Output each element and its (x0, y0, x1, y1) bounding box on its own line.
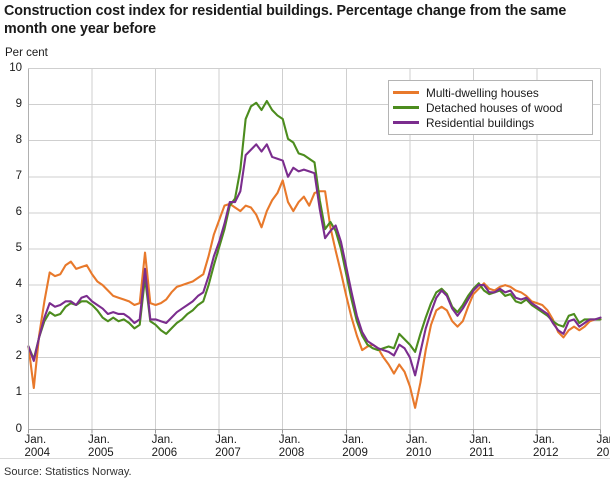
x-tick-year: 2004 (24, 446, 51, 459)
chart-title: Construction cost index for residential … (4, 3, 567, 37)
x-tick-month: Jan. (88, 434, 110, 446)
x-axis-tick-label: Jan. 2006 (152, 434, 178, 459)
y-axis-tick-label: 5 (15, 242, 22, 254)
x-tick-year: 2008 (278, 446, 305, 459)
series-lines (27, 99, 602, 409)
legend-item[interactable]: Detached houses of wood (393, 100, 587, 115)
y-axis-tick-label: 10 (9, 61, 22, 74)
x-axis-tick-label: Jan. 2012 (533, 434, 559, 459)
x-tick-year: 2006 (151, 446, 178, 459)
x-axis-tick-label: Jan. 2011 (469, 434, 494, 459)
y-axis-tick-label: 1 (15, 386, 22, 399)
x-tick-month: Jan. (596, 434, 610, 446)
y-axis-tick-label: 9 (15, 97, 22, 110)
x-tick-month: Jan. (278, 434, 301, 446)
legend-item-label: Multi-dwelling houses (426, 85, 539, 100)
y-axis-tick-label: 0 (15, 422, 22, 435)
x-tick-month: Jan. (469, 434, 492, 446)
y-axis-tick-label: 3 (15, 314, 22, 327)
x-tick-month: Jan. (405, 434, 428, 446)
x-tick-year: 2011 (469, 446, 495, 459)
x-tick-month: Jan. (24, 434, 47, 446)
x-axis-tick-label: Jan. 2004 (25, 434, 51, 459)
x-axis-tick-label: Jan.2013 (597, 434, 610, 459)
legend-color-swatch-icon (393, 121, 419, 124)
source-note: Source: Statistics Norway. (4, 466, 132, 478)
x-tick-year: 2007 (215, 446, 241, 459)
series-line-0 (27, 179, 602, 409)
series-line-1 (27, 99, 602, 361)
footer-divider (0, 458, 610, 459)
x-tick-month: Jan. (151, 434, 174, 446)
x-tick-year: 2012 (532, 446, 559, 459)
x-axis-tick-label: Jan. 2010 (406, 434, 432, 459)
x-axis-tick-label: Jan. 2008 (279, 434, 305, 459)
y-axis-tick-label: 4 (15, 278, 22, 291)
x-axis-tick-label: Jan. 2007 (215, 434, 241, 459)
x-tick-year: 2013 (596, 446, 610, 459)
y-axis-tick-label: 6 (15, 205, 22, 218)
x-tick-year: 2009 (342, 446, 368, 459)
x-tick-year: 2005 (88, 446, 114, 459)
series-line-2 (27, 143, 602, 377)
x-axis-tick-label: Jan. 2009 (342, 434, 368, 459)
x-axis-tick-label: Jan. 2005 (88, 434, 114, 459)
x-tick-month: Jan. (215, 434, 237, 446)
x-tick-month: Jan. (342, 434, 365, 446)
axis-frame (27, 68, 601, 434)
x-tick-month: Jan. (532, 434, 555, 446)
legend-item-label: Detached houses of wood (426, 100, 563, 115)
legend-item-label: Residential buildings (426, 115, 535, 130)
y-axis-tick-label: 2 (15, 350, 22, 363)
y-axis-tick-label: 8 (15, 133, 22, 146)
legend-item[interactable]: Residential buildings (393, 115, 587, 130)
y-axis-tick-label: 7 (15, 169, 22, 182)
legend-color-swatch-icon (393, 106, 419, 109)
chart-legend: Multi-dwelling houses Detached houses of … (388, 80, 593, 135)
legend-color-swatch-icon (393, 91, 419, 94)
legend-item[interactable]: Multi-dwelling houses (393, 85, 587, 100)
y-axis-unit-label: Per cent (5, 47, 48, 59)
x-tick-year: 2010 (405, 446, 432, 459)
